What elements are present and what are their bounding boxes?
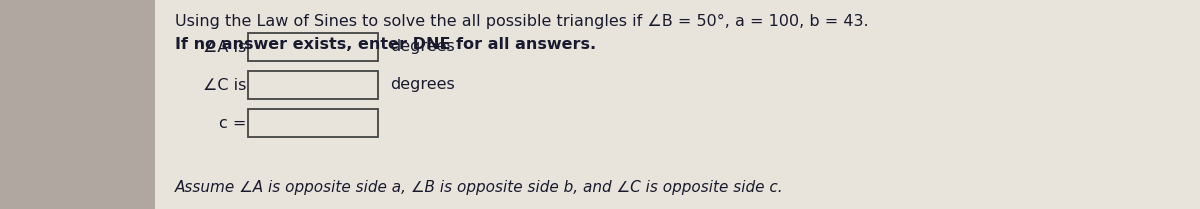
Text: If no answer exists, enter DNE for all answers.: If no answer exists, enter DNE for all a… [175,37,596,52]
Text: degrees: degrees [390,40,455,55]
Bar [248,71,378,99]
Text: Assume ∠A is opposite side a, ∠B is opposite side b, and ∠C is opposite side c.: Assume ∠A is opposite side a, ∠B is oppo… [175,180,784,195]
Text: ∠C is: ∠C is [203,78,246,93]
Bar [0,0,155,209]
Text: ∠A is: ∠A is [203,40,246,55]
Text: c =: c = [218,116,246,130]
Bar [248,33,378,61]
Bar [155,0,1200,209]
Bar [248,109,378,137]
Text: Using the Law of Sines to solve the all possible triangles if ∠B = 50°, a = 100,: Using the Law of Sines to solve the all … [175,14,869,29]
Text: degrees: degrees [390,78,455,93]
